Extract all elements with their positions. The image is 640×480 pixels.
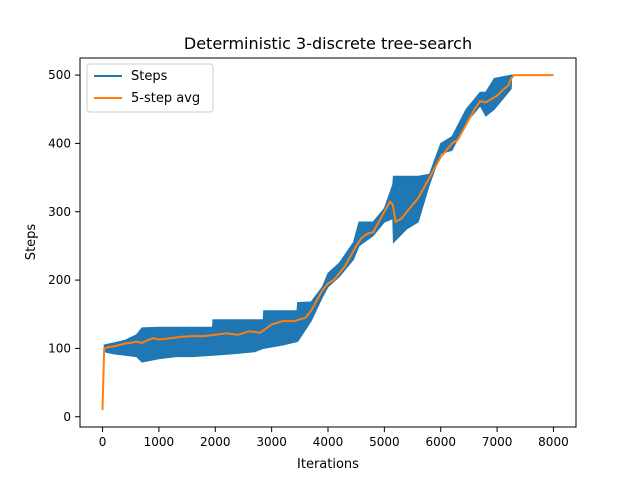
x-axis-label: Iterations — [297, 457, 359, 472]
x-tick-label: 2000 — [200, 435, 231, 449]
legend-label-avg: 5-step avg — [131, 91, 200, 106]
y-tick-label: 0 — [63, 410, 71, 424]
y-tick-label: 300 — [48, 205, 71, 219]
y-tick-label: 500 — [48, 68, 71, 82]
x-axis-ticks: 0 1000 2000 3000 4000 5000 6000 7000 8000 — [99, 427, 569, 449]
y-axis-ticks: 0 100 200 300 400 500 — [48, 68, 80, 424]
x-tick-label: 8000 — [538, 435, 569, 449]
x-tick-label: 7000 — [482, 435, 513, 449]
x-tick-label: 1000 — [144, 435, 175, 449]
avg-series-line — [101, 74, 554, 410]
x-tick-label: 0 — [99, 435, 107, 449]
x-tick-label: 6000 — [425, 435, 456, 449]
plot-area — [101, 74, 554, 410]
y-axis-label: Steps — [24, 224, 39, 261]
x-tick-label: 4000 — [313, 435, 344, 449]
axes-frame — [79, 57, 577, 428]
chart-title: Deterministic 3-discrete tree-search — [184, 34, 472, 53]
legend: Steps 5-step avg — [86, 63, 214, 113]
y-tick-label: 400 — [48, 136, 71, 150]
y-tick-label: 200 — [48, 273, 71, 287]
legend-label-steps: Steps — [131, 69, 168, 84]
x-tick-label: 3000 — [256, 435, 287, 449]
steps-series-band — [102, 74, 554, 410]
x-tick-label: 5000 — [369, 435, 400, 449]
y-tick-label: 100 — [48, 341, 71, 355]
